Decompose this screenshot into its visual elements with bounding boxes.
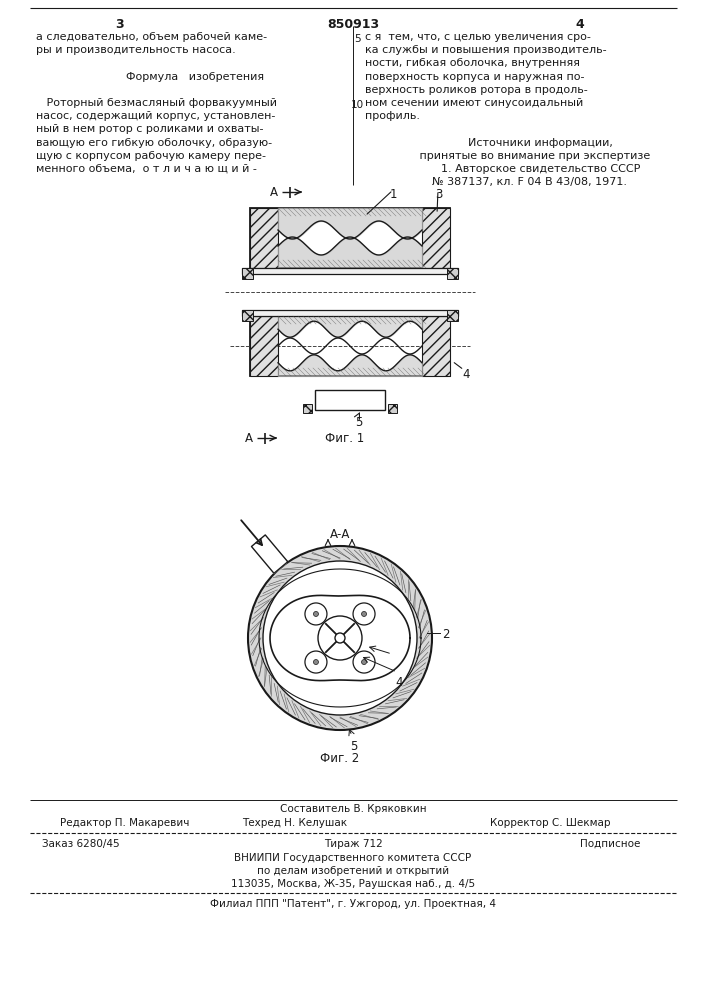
Text: Заказ 6280/45: Заказ 6280/45 — [42, 839, 119, 849]
Circle shape — [318, 616, 362, 660]
Text: Корректор С. Шекмар: Корректор С. Шекмар — [490, 818, 611, 828]
Text: 850913: 850913 — [327, 18, 379, 31]
Text: Составитель В. Кряковкин: Составитель В. Кряковкин — [280, 804, 426, 814]
Text: Формула   изобретения: Формула изобретения — [105, 72, 264, 82]
Circle shape — [248, 546, 432, 730]
Polygon shape — [252, 535, 288, 573]
Text: ном сечении имеют синусоидальный: ном сечении имеют синусоидальный — [365, 98, 583, 108]
Text: а следовательно, объем рабочей каме-: а следовательно, объем рабочей каме- — [36, 32, 267, 42]
Text: 3: 3 — [390, 658, 397, 671]
Circle shape — [305, 603, 327, 625]
Circle shape — [313, 660, 318, 665]
Bar — [250, 208, 278, 268]
Text: А: А — [245, 432, 253, 445]
Text: 113035, Москва, Ж-35, Раушская наб., д. 4/5: 113035, Москва, Ж-35, Раушская наб., д. … — [231, 879, 475, 889]
Text: по делам изобретений и открытий: по делам изобретений и открытий — [257, 866, 449, 876]
Bar — [388, 404, 397, 413]
Text: № 387137, кл. F 04 В 43/08, 1971.: № 387137, кл. F 04 В 43/08, 1971. — [433, 177, 628, 187]
Circle shape — [361, 611, 366, 616]
Circle shape — [335, 633, 345, 643]
Text: А: А — [270, 186, 278, 199]
Bar — [242, 310, 253, 321]
Text: Фиг. 1: Фиг. 1 — [325, 432, 365, 445]
Bar — [447, 268, 458, 279]
Text: 3: 3 — [435, 188, 443, 201]
Text: 5: 5 — [355, 416, 363, 429]
Polygon shape — [270, 595, 410, 681]
Text: верхность роликов ротора в продоль-: верхность роликов ротора в продоль- — [365, 85, 588, 95]
Circle shape — [353, 651, 375, 673]
Text: ный в нем ротор с роликами и охваты-: ный в нем ротор с роликами и охваты- — [36, 124, 264, 134]
Text: А-А: А-А — [329, 528, 350, 541]
Text: Фиг. 2: Фиг. 2 — [320, 752, 360, 765]
Text: 3: 3 — [116, 18, 124, 31]
Bar — [303, 404, 312, 413]
Text: ка службы и повышения производитель-: ка службы и повышения производитель- — [365, 45, 607, 55]
Bar — [447, 310, 458, 321]
Circle shape — [305, 651, 327, 673]
Text: щую с корпусом рабочую камеру пере-: щую с корпусом рабочую камеру пере- — [36, 151, 266, 161]
Text: 4: 4 — [462, 368, 469, 381]
Circle shape — [263, 561, 417, 715]
Text: ВНИИПИ Государственного комитета СССР: ВНИИПИ Государственного комитета СССР — [235, 853, 472, 863]
Text: 1. Авторское свидетельство СССР: 1. Авторское свидетельство СССР — [420, 164, 640, 174]
Circle shape — [361, 660, 366, 665]
Text: Источники информации,: Источники информации, — [447, 138, 613, 148]
Text: насос, содержащий корпус, установлен-: насос, содержащий корпус, установлен- — [36, 111, 275, 121]
Bar — [422, 316, 450, 376]
Bar — [250, 316, 450, 376]
Text: 4: 4 — [395, 676, 402, 689]
Text: ры и производительность насоса.: ры и производительность насоса. — [36, 45, 235, 55]
Circle shape — [353, 603, 375, 625]
Text: Подписное: Подписное — [580, 839, 641, 849]
Text: вающую его гибкую оболочку, образую-: вающую его гибкую оболочку, образую- — [36, 138, 272, 148]
Circle shape — [313, 611, 318, 616]
Text: Редактор П. Макаревич: Редактор П. Макаревич — [60, 818, 189, 828]
Text: Филиал ППП "Патент", г. Ужгород, ул. Проектная, 4: Филиал ППП "Патент", г. Ужгород, ул. Про… — [210, 899, 496, 909]
Bar — [250, 208, 450, 268]
Text: ности, гибкая оболочка, внутренняя: ности, гибкая оболочка, внутренняя — [365, 58, 580, 68]
Bar — [242, 268, 458, 274]
Text: 10: 10 — [351, 100, 364, 110]
Bar — [242, 310, 458, 316]
Bar — [250, 316, 278, 376]
Text: Тираж 712: Тираж 712 — [324, 839, 382, 849]
Text: менного объема,  о т л и ч а ю щ и й -: менного объема, о т л и ч а ю щ и й - — [36, 164, 257, 174]
Text: Роторный безмасляный форвакуумный: Роторный безмасляный форвакуумный — [36, 98, 277, 108]
Bar — [422, 208, 450, 268]
Text: 5: 5 — [354, 34, 361, 44]
Text: 4: 4 — [575, 18, 585, 31]
Text: Техред Н. Келушак: Техред Н. Келушак — [243, 818, 348, 828]
Bar — [315, 390, 385, 410]
Text: 1: 1 — [390, 188, 397, 201]
Text: с я  тем, что, с целью увеличения сро-: с я тем, что, с целью увеличения сро- — [365, 32, 591, 42]
Text: 5: 5 — [350, 740, 357, 753]
Bar — [242, 268, 253, 279]
Text: профиль.: профиль. — [365, 111, 420, 121]
Text: поверхность корпуса и наружная по-: поверхность корпуса и наружная по- — [365, 72, 585, 82]
Text: принятые во внимание при экспертизе: принятые во внимание при экспертизе — [409, 151, 650, 161]
Text: 2: 2 — [442, 628, 450, 641]
